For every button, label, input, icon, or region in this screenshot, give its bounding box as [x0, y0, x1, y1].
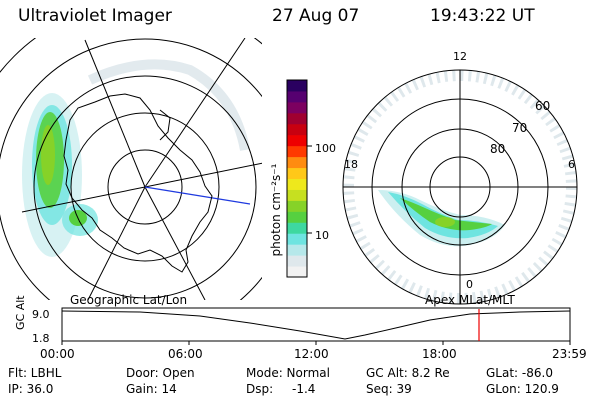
- colorbar-segment: [287, 233, 307, 245]
- mlt-label-18: 18: [344, 158, 358, 171]
- right-map-caption: Apex MLat/MLT: [425, 293, 515, 307]
- info-glat: GLat: -86.0: [486, 366, 553, 380]
- mlat-label-80: 80: [490, 142, 505, 156]
- info-dsp-label: Dsp:: [246, 382, 274, 396]
- colorbar-segment: [287, 156, 307, 169]
- colorbar-segment: [287, 266, 307, 278]
- mlat-label-60: 60: [535, 99, 550, 113]
- info-gain: Gain: 14: [126, 382, 177, 396]
- right-mlt-map: 12 18 6 0 60 70 80: [342, 49, 578, 305]
- colorbar-segment: [287, 255, 307, 267]
- colorbar-segment: [287, 90, 307, 103]
- timeline-ytick-1-8: 1.8: [32, 332, 50, 345]
- colorbar: [286, 79, 312, 278]
- info-ip: IP: 36.0: [8, 382, 54, 396]
- right-mlt-axes: [343, 70, 577, 304]
- colorbar-segment: [287, 244, 307, 256]
- colorbar-segment: [287, 167, 307, 179]
- timeline-xtick-0600: 06:00: [168, 347, 203, 361]
- colorbar-tick-10: 10: [315, 229, 329, 242]
- info-glon: GLon: 120.9: [486, 382, 559, 396]
- timeline-xtick-1800: 18:00: [422, 347, 457, 361]
- left-blue-meridian: [144, 186, 251, 205]
- timeline-ytick-9: 9.0: [32, 308, 50, 321]
- orbit-timeline: GC Alt 9.0 1.8 00:00 06:00 12:00 18:00 2…: [14, 295, 587, 361]
- colorbar-segment: [287, 134, 307, 147]
- mlt-label-0: 0: [466, 278, 473, 291]
- colorbar-segment: [287, 222, 307, 234]
- colorbar-segment: [287, 145, 307, 158]
- colorbar-segment: [287, 123, 307, 136]
- colorbar-segment: [287, 178, 307, 190]
- left-map-caption: Geographic Lat/Lon: [70, 293, 187, 307]
- colorbar-unit-label: photon cm⁻²s⁻¹: [269, 163, 283, 256]
- colorbar-segment: [287, 101, 307, 114]
- timeline-xtick-2359: 23:59: [552, 347, 587, 361]
- colorbar-segment: [287, 80, 307, 92]
- colorbar-segment: [287, 211, 307, 223]
- timeline-xtick-0000: 00:00: [40, 347, 75, 361]
- info-mode: Mode: Normal: [246, 366, 330, 380]
- app-title: Ultraviolet Imager: [18, 6, 172, 26]
- left-meridians: [21, 38, 262, 300]
- info-dsp-value: -1.4: [292, 382, 316, 396]
- info-door: Door: Open: [126, 366, 195, 380]
- mlat-label-70: 70: [512, 121, 527, 135]
- colorbar-segment: [287, 112, 307, 125]
- left-coastline-detail: [159, 109, 171, 141]
- altitude-curve: [61, 310, 571, 340]
- mlt-label-6: 6: [568, 158, 575, 171]
- left-coastline: [63, 93, 213, 273]
- colorbar-frame: [286, 79, 308, 278]
- colorbar-segment: [287, 200, 307, 212]
- info-filter: Flt: LBHL: [8, 366, 62, 380]
- timeline-ylabel: GC Alt: [14, 295, 27, 330]
- date-label: 27 Aug 07: [272, 6, 360, 26]
- mlt-label-12: 12: [453, 50, 467, 63]
- colorbar-tick-100: 100: [315, 142, 336, 155]
- info-gc-alt: GC Alt: 8.2 Re: [366, 366, 450, 380]
- time-label: 19:43:22 UT: [430, 6, 535, 26]
- left-latitude-circles: [0, 38, 262, 300]
- info-seq: Seq: 39: [366, 382, 412, 396]
- timeline-xtick-1200: 12:00: [294, 347, 329, 361]
- left-aurora-band: [22, 59, 250, 257]
- colorbar-segment: [287, 189, 307, 201]
- left-geographic-map: [0, 38, 262, 300]
